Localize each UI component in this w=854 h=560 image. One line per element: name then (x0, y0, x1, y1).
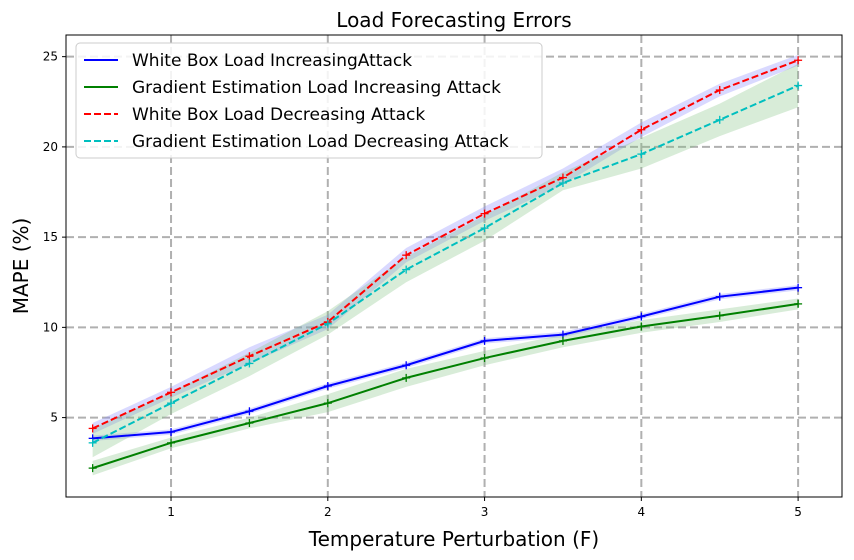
data-point (167, 399, 176, 408)
x-tick-label: 5 (794, 505, 802, 519)
series-markers (88, 56, 803, 473)
data-point (480, 209, 489, 218)
chart-title: Load Forecasting Errors (336, 8, 571, 32)
series-line-4 (92, 84, 799, 444)
x-tick-label: 1 (167, 505, 175, 519)
x-tick-label: 3 (481, 505, 489, 519)
data-point (402, 373, 411, 382)
y-tick-label: 15 (43, 230, 58, 244)
legend: White Box Load IncreasingAttack Gradient … (75, 42, 543, 159)
data-point (88, 424, 97, 433)
confidence-band-2 (92, 298, 799, 476)
y-tick-label: 25 (43, 50, 58, 64)
series-line-3 (92, 59, 799, 430)
y-axis-label: MAPE (%) (9, 218, 33, 315)
x-tick-label: 2 (324, 505, 332, 519)
x-axis-label: Temperature Perturbation (F) (308, 527, 599, 551)
y-tick-label: 5 (50, 411, 58, 425)
data-point (167, 388, 176, 397)
plot-frame (65, 34, 843, 498)
data-point (715, 292, 724, 301)
data-point (637, 322, 646, 331)
legend-label-2: Gradient Estimation Load Increasing Atta… (132, 78, 501, 98)
data-point (402, 361, 411, 370)
data-point (245, 407, 254, 416)
data-point (88, 464, 97, 473)
data-point (167, 438, 176, 447)
data-point (637, 125, 646, 134)
data-point (794, 299, 803, 308)
data-point (245, 419, 254, 428)
data-point (167, 428, 176, 437)
legend-label-4: Gradient Estimation Load Decreasing Atta… (132, 132, 509, 152)
data-point (245, 359, 254, 368)
data-point (402, 251, 411, 260)
confidence-band-3 (92, 54, 799, 434)
data-point (88, 438, 97, 447)
data-point (323, 319, 332, 328)
x-tick-label: 4 (638, 505, 646, 519)
data-point (794, 56, 803, 65)
data-point (794, 283, 803, 292)
y-tick-label: 10 (43, 320, 58, 334)
data-point (715, 115, 724, 124)
legend-label-3: White Box Load Decreasing Attack (132, 105, 425, 125)
y-tick-label: 20 (43, 140, 58, 154)
series-line-2 (92, 302, 799, 470)
data-point (715, 86, 724, 95)
series-line-1 (92, 286, 799, 440)
data-point (637, 150, 646, 159)
data-point (794, 81, 803, 90)
data-point (323, 382, 332, 391)
data-point (402, 265, 411, 274)
data-point (480, 354, 489, 363)
data-point (323, 399, 332, 408)
data-point (715, 311, 724, 320)
data-point (637, 312, 646, 321)
data-point (245, 352, 254, 361)
data-point (558, 336, 567, 345)
data-point (480, 224, 489, 233)
axis-ticks: 1 2 3 4 5 5 10 15 20 25 (43, 50, 802, 519)
series-lines (92, 59, 799, 470)
data-point (558, 178, 567, 187)
legend-box (75, 42, 543, 159)
legend-label-1: White Box Load IncreasingAttack (132, 51, 412, 71)
data-point (480, 336, 489, 345)
